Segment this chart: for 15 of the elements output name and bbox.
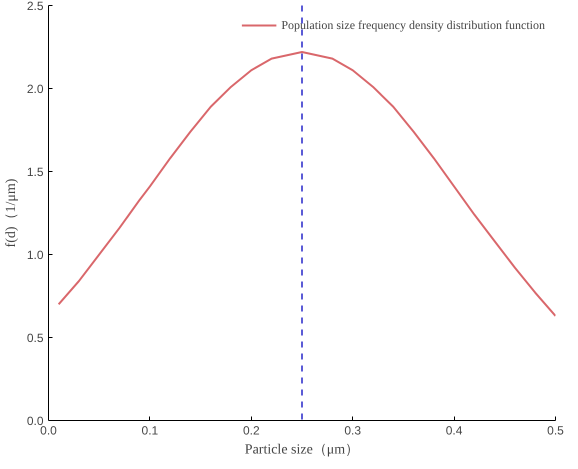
x-tick-label: 0.5: [547, 424, 564, 438]
legend-label: Population size frequency density distribution function: [281, 18, 545, 32]
y-axis-title: f(d)（1/μm): [4, 178, 19, 248]
x-tick-label: 0.4: [446, 424, 463, 438]
y-tick-label: 2.5: [26, 0, 44, 13]
y-tick-label: 1.0: [26, 248, 44, 262]
x-tick-label: 0.1: [142, 424, 159, 438]
x-tick-label: 0.2: [242, 424, 260, 438]
y-tick-label: 0.5: [26, 331, 44, 345]
line-series: [58, 50, 556, 317]
x-tick-label: 0.0: [40, 424, 58, 438]
x-axis-title: Particle size（μm）: [244, 442, 360, 458]
y-tick-label: 2.0: [26, 82, 44, 96]
y-tick-label: 1.5: [26, 165, 44, 179]
x-tick-label: 0.3: [344, 424, 362, 438]
